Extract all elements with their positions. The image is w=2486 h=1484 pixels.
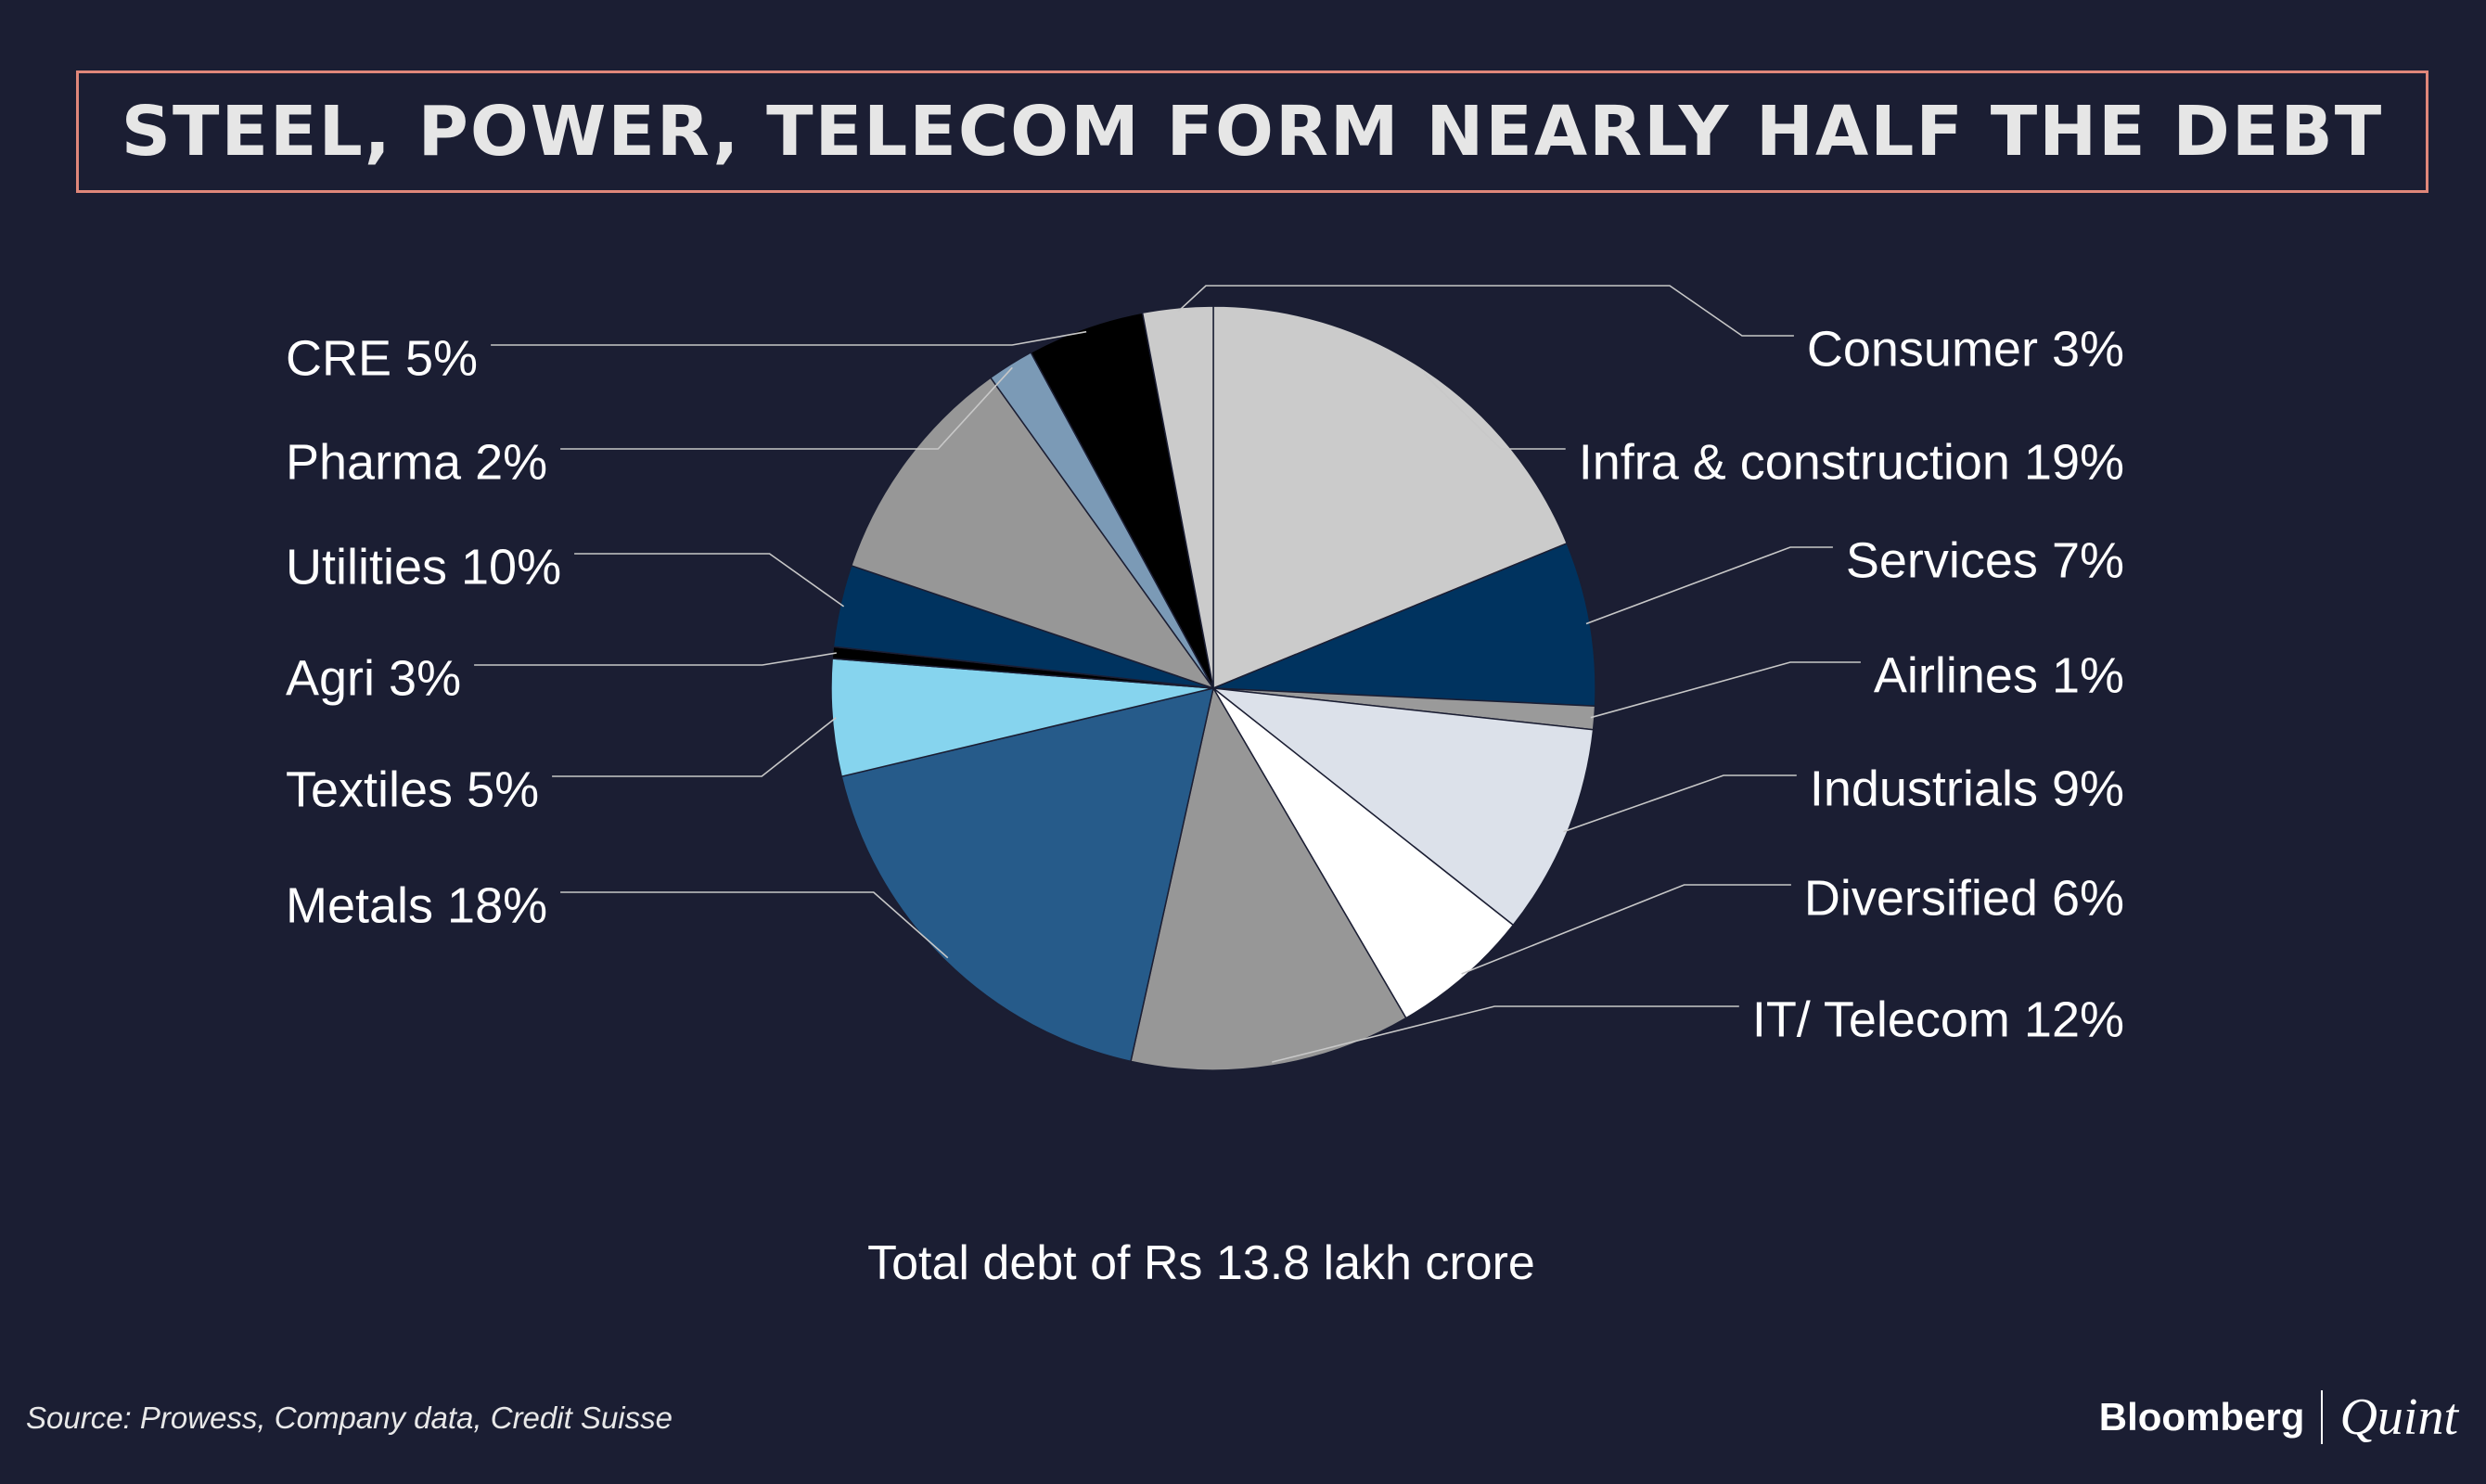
leader-line-airlines bbox=[1590, 661, 1861, 719]
slice-label-services: Services 7% bbox=[1846, 532, 2124, 588]
chart-title: STEEL, POWER, TELECOM FORM NEARLY HALF T… bbox=[121, 92, 2384, 172]
leader-line-diversified bbox=[1461, 884, 1791, 975]
slice-label-diversified: Diversified 6% bbox=[1804, 870, 2124, 926]
leader-line-industrials bbox=[1563, 774, 1797, 833]
logo-quint: Quint bbox=[2339, 1388, 2458, 1446]
slice-consumer bbox=[1141, 305, 1214, 689]
slice-it-telecom bbox=[1130, 685, 1407, 1071]
chart-subtitle: Total debt of Rs 13.8 lakh crore bbox=[867, 1236, 1535, 1290]
logo-divider bbox=[2321, 1390, 2324, 1444]
slice-label-textiles: Textiles 5% bbox=[286, 761, 539, 817]
slice-label-agri: Agri 3% bbox=[286, 650, 461, 706]
leader-line-cre bbox=[491, 330, 1087, 346]
leader-line-services bbox=[1585, 546, 1833, 625]
slice-label-cre: CRE 5% bbox=[286, 330, 478, 386]
leader-line-utilities bbox=[574, 553, 845, 608]
source-note: Source: Prowess, Company data, Credit Su… bbox=[26, 1401, 673, 1435]
leader-line-pharma bbox=[560, 366, 1013, 450]
leader-line-consumer bbox=[1177, 285, 1794, 337]
pie-slices bbox=[830, 305, 1596, 1071]
slice-label-infra-construction: Infra & construction 19% bbox=[1579, 434, 2124, 490]
slice-label-airlines: Airlines 1% bbox=[1874, 647, 2124, 703]
slice-diversified bbox=[1212, 687, 1515, 1019]
slice-infra-construction bbox=[1212, 305, 1569, 690]
slice-industrials bbox=[1211, 686, 1595, 927]
slice-labels: Infra & construction 19% Services 7% Airli… bbox=[286, 321, 2124, 1047]
leader-line-it-telecom bbox=[1272, 1005, 1739, 1063]
slice-unlabelled-10 bbox=[850, 377, 1215, 690]
slice-label-utilities: Utilities 10% bbox=[286, 539, 561, 595]
slice-label-metals: Metals 18% bbox=[286, 877, 547, 933]
slice-label-it-telecom: IT/ Telecom 12% bbox=[1752, 991, 2124, 1047]
slice-metals bbox=[840, 686, 1214, 1063]
leader-lines bbox=[474, 285, 1861, 1063]
leader-line-textiles bbox=[552, 717, 837, 777]
chart-title-box: STEEL, POWER, TELECOM FORM NEARLY HALF T… bbox=[76, 70, 2428, 193]
leader-line-metals bbox=[560, 891, 949, 959]
logo-bloomberg: Bloomberg bbox=[2098, 1395, 2305, 1439]
slice-label-pharma: Pharma 2% bbox=[286, 434, 547, 490]
leader-line-infra-construction bbox=[1423, 373, 1566, 450]
leader-line-agri bbox=[474, 652, 837, 666]
slice-label-industrials: Industrials 9% bbox=[1810, 761, 2124, 816]
publisher-logo: Bloomberg Quint bbox=[2099, 1388, 2458, 1447]
slice-label-consumer: Consumer 3% bbox=[1807, 321, 2124, 377]
